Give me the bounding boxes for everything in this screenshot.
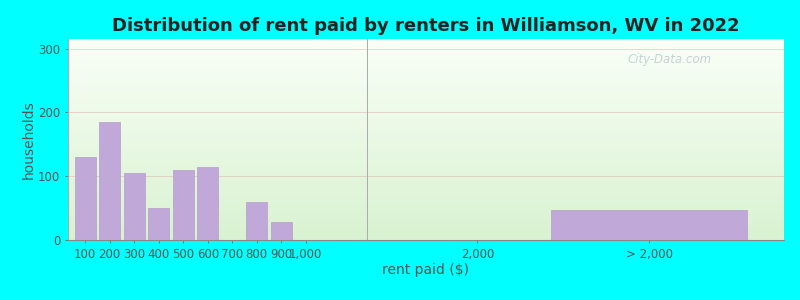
Bar xyxy=(148,208,169,240)
Bar xyxy=(198,167,218,240)
Bar xyxy=(124,173,145,240)
Bar xyxy=(271,222,292,240)
Bar xyxy=(99,122,120,240)
Y-axis label: households: households xyxy=(22,100,35,179)
Bar xyxy=(246,202,267,240)
Title: Distribution of rent paid by renters in Williamson, WV in 2022: Distribution of rent paid by renters in … xyxy=(112,17,740,35)
X-axis label: rent paid ($): rent paid ($) xyxy=(382,263,470,278)
Bar xyxy=(173,170,194,240)
Bar xyxy=(74,157,95,240)
Bar xyxy=(551,210,747,240)
Text: City-Data.com: City-Data.com xyxy=(627,52,711,66)
